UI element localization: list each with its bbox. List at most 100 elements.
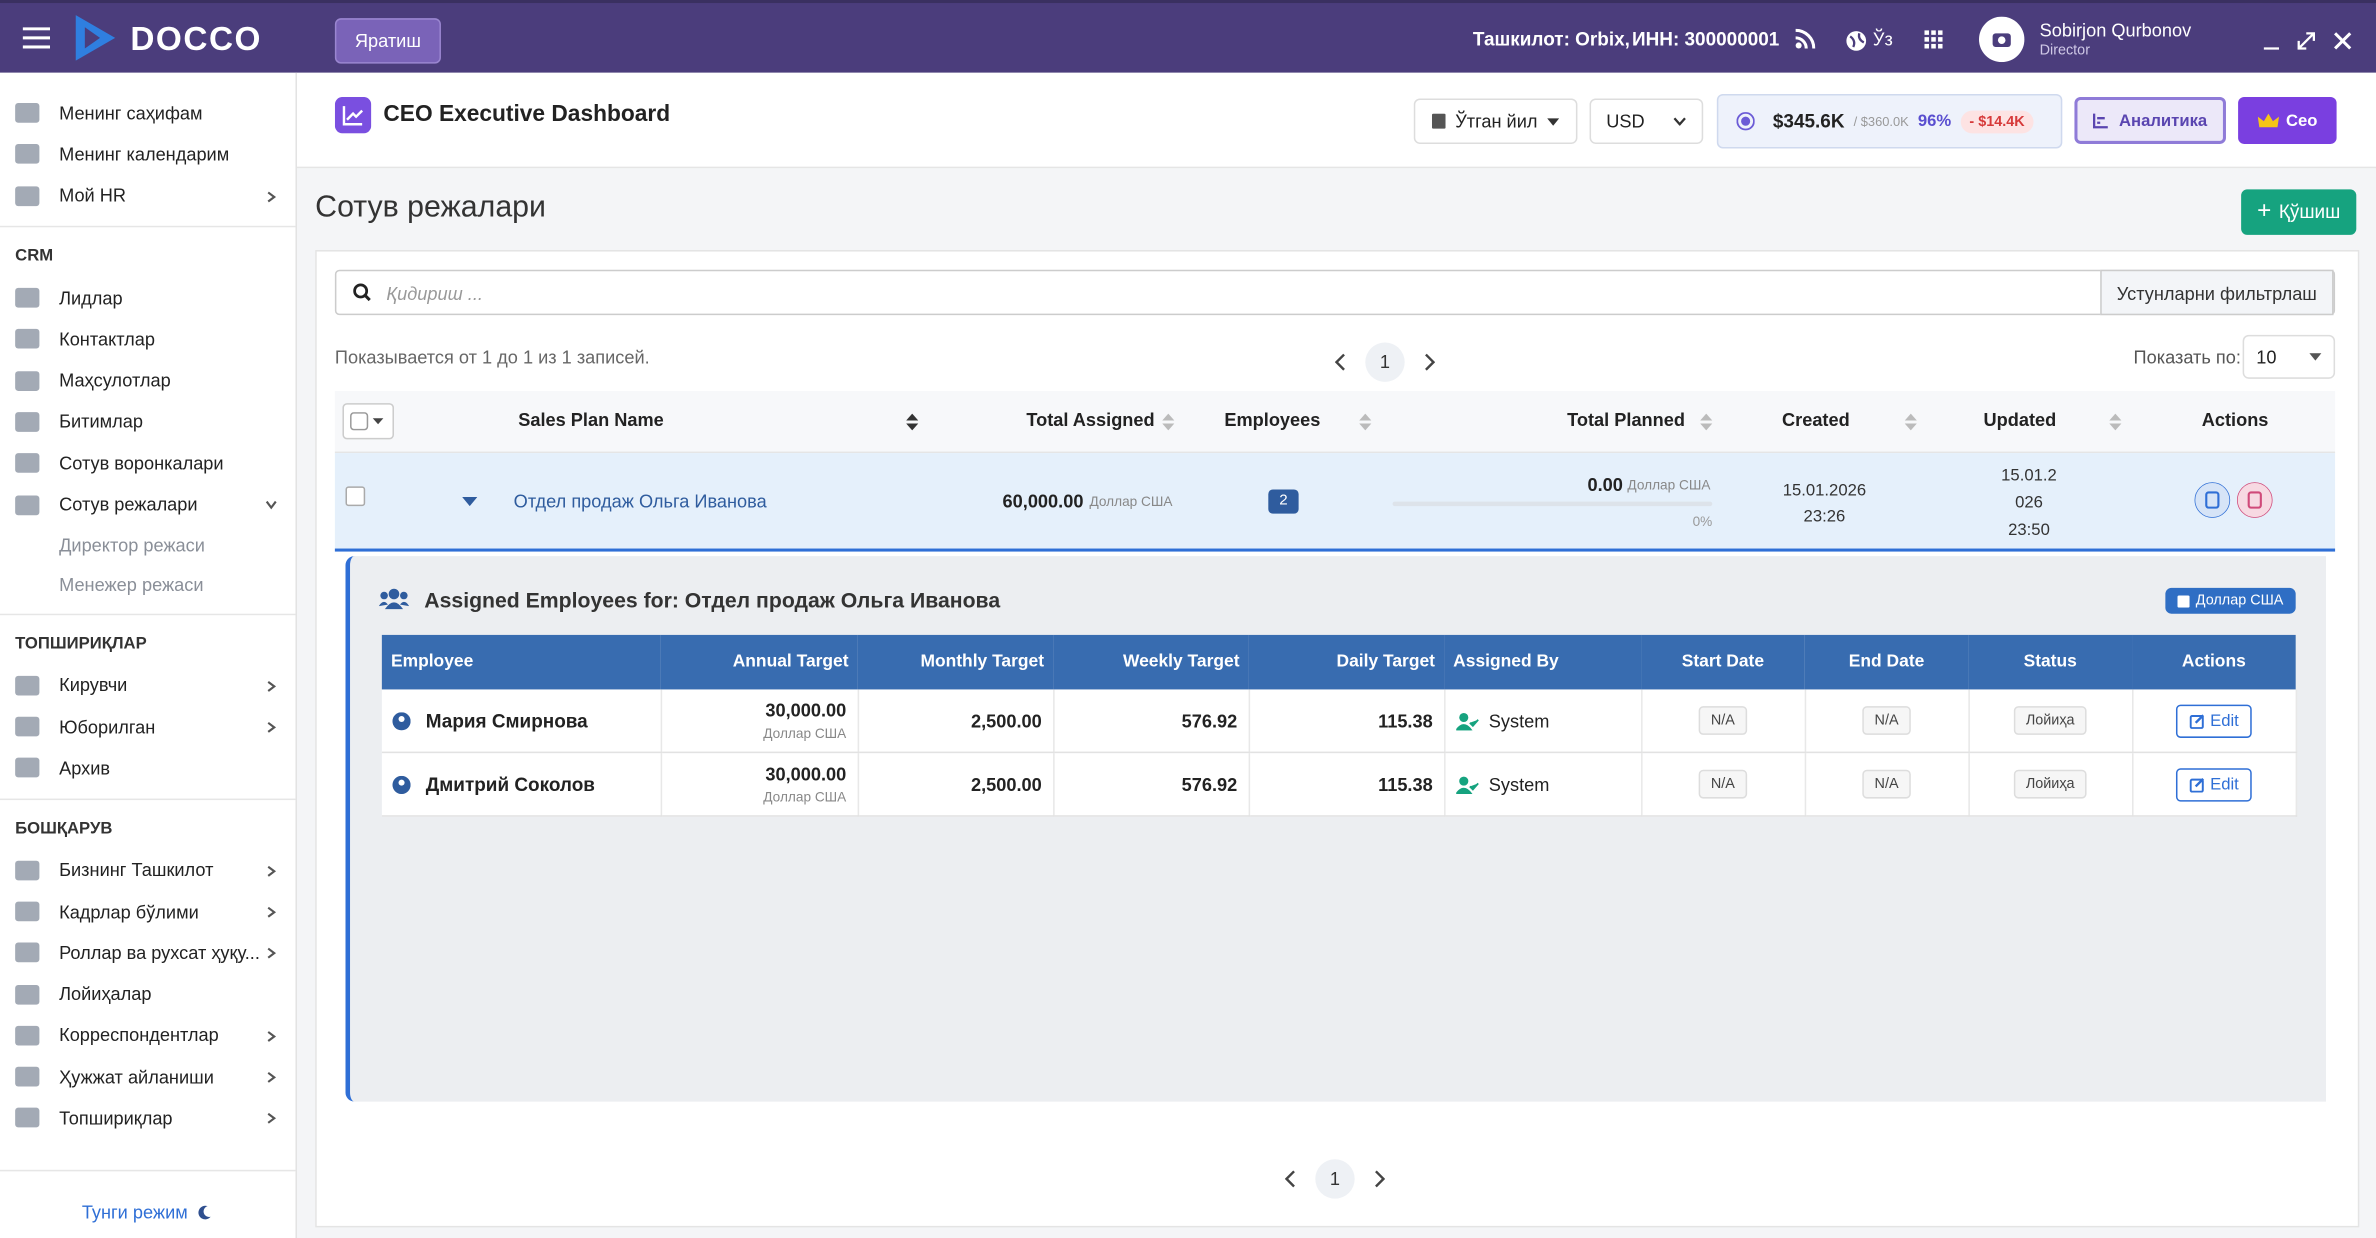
- sort-icon[interactable]: [1359, 413, 1372, 431]
- menu-item[interactable]: Контактлар: [0, 318, 295, 359]
- edit-button[interactable]: [2194, 482, 2231, 518]
- end-date: N/A: [1862, 706, 1911, 735]
- planned-currency: Доллар США: [1627, 477, 1711, 493]
- menu-item[interactable]: Кирувчи: [0, 665, 295, 706]
- updated-date: 15.01.2026 23:50: [2001, 466, 2057, 540]
- search-input[interactable]: Қидириш ...: [386, 283, 483, 305]
- plan-row[interactable]: [334, 453, 2336, 552]
- chevron-path: [267, 190, 277, 202]
- page-size-select[interactable]: 10: [2242, 334, 2336, 379]
- sort-up: [1162, 413, 1175, 421]
- menu-label: Контактлар: [59, 328, 156, 350]
- chevron-right: [267, 1113, 277, 1125]
- plan-name[interactable]: Отдел продаж Ольга Иванова: [513, 490, 767, 513]
- menu-item[interactable]: Кадрлар бўлими: [0, 891, 295, 932]
- assigned-by-cell: System: [1444, 689, 1642, 754]
- end-date-cell: N/A: [1804, 689, 1970, 754]
- menu-item[interactable]: Менинг календарим: [0, 134, 295, 175]
- records-info: Показывается от 1 до 1 из 1 записей.: [334, 347, 650, 369]
- next-page-bottom[interactable]: [1373, 1170, 1385, 1188]
- menu-icon: [15, 412, 40, 432]
- user-icon: [392, 711, 411, 730]
- checkbox-caret: [350, 412, 384, 431]
- menu-label: Ҳужжат айланиши: [59, 1066, 214, 1088]
- currency-select[interactable]: USD: [1589, 98, 1704, 144]
- chevron-right: [267, 1072, 277, 1083]
- menu-item[interactable]: Архив: [0, 747, 295, 788]
- assigned-icon-head: [1458, 712, 1468, 722]
- language[interactable]: Ўз: [1872, 28, 1893, 51]
- menu-label: Юборилган: [59, 716, 156, 738]
- user-role: Director: [2039, 42, 2091, 60]
- sort-up: [2109, 413, 2122, 421]
- period-select[interactable]: Ўтган йил: [1413, 98, 1578, 144]
- sort-icon[interactable]: [1904, 413, 1917, 431]
- sort-icon[interactable]: [906, 413, 919, 431]
- menu-label: Сотув режалари: [59, 494, 198, 516]
- menu-icon[interactable]: [22, 27, 51, 49]
- assigned-icon-body: [1453, 782, 1479, 795]
- column-header[interactable]: Updated: [1983, 409, 2057, 431]
- menu-label: Лойиҳалар: [59, 983, 152, 1005]
- submenu-item[interactable]: Директор режаси: [59, 534, 205, 556]
- globe-icon[interactable]: [1846, 30, 1867, 51]
- menu-item[interactable]: Сотув режалари: [0, 484, 295, 525]
- column-header[interactable]: Employees: [1224, 409, 1321, 431]
- role-button[interactable]: Ceo: [2238, 96, 2337, 144]
- menu-item[interactable]: Лидлар: [0, 277, 295, 318]
- next-page[interactable]: [1423, 353, 1435, 371]
- delete-button[interactable]: [2236, 482, 2273, 518]
- select-all[interactable]: [342, 403, 394, 440]
- menu-item[interactable]: Топшириқлар: [0, 1098, 295, 1139]
- employee-cell: Мария Смирнова: [381, 689, 662, 754]
- current-page[interactable]: 1: [1365, 342, 1405, 382]
- menu-item[interactable]: Роллар ва рухсат ҳуқу...: [0, 932, 295, 973]
- employees-column-header: Actions: [2132, 634, 2296, 690]
- expand-caret[interactable]: [462, 497, 478, 507]
- kpi-widget[interactable]: $345.6K / $360.0K 96% - $14.4K: [1716, 93, 2063, 149]
- prev-page[interactable]: [1334, 353, 1347, 371]
- column-header[interactable]: Created: [1781, 409, 1850, 431]
- sort-icon[interactable]: [1162, 413, 1175, 431]
- row-checkbox[interactable]: [345, 486, 366, 507]
- menu-item[interactable]: Юборилган: [0, 706, 295, 747]
- prev-page-bottom[interactable]: [1284, 1170, 1297, 1188]
- menu-item[interactable]: Мой HR: [0, 175, 295, 216]
- analytics-button[interactable]: Аналитика: [2074, 96, 2226, 144]
- edit-icon-pen: [2194, 713, 2204, 723]
- column-header[interactable]: Total Planned: [1567, 409, 1686, 431]
- column-header[interactable]: Actions: [2201, 409, 2269, 431]
- menu-item[interactable]: Лойиҳалар: [0, 974, 295, 1015]
- chevron-path: [267, 947, 277, 959]
- night-mode-toggle[interactable]: Тунги режим: [82, 1202, 212, 1223]
- menu-item[interactable]: Сотув воронкалари: [0, 443, 295, 484]
- menu-item[interactable]: Корреспондентлар: [0, 1015, 295, 1056]
- end-date-cell: N/A: [1804, 752, 1970, 817]
- sort-icon[interactable]: [2109, 413, 2122, 431]
- sort-icon[interactable]: [1700, 413, 1713, 431]
- avatar[interactable]: [1978, 16, 2025, 63]
- menu-item[interactable]: Бизнинг Ташкилот: [0, 849, 295, 890]
- menu-item[interactable]: Маҳсулотлар: [0, 360, 295, 401]
- money-icon: [2177, 594, 2190, 607]
- employees-column-header: End Date: [1804, 634, 1969, 690]
- column-header[interactable]: Sales Plan Name: [518, 409, 664, 431]
- rss-icon[interactable]: [1794, 28, 1816, 50]
- monthly-target: 2,500.00: [857, 689, 1054, 754]
- current-page-bottom[interactable]: 1: [1315, 1159, 1355, 1199]
- filter-columns-button[interactable]: Устунларни фильтрлаш: [2100, 269, 2334, 316]
- column-header[interactable]: Total Assigned: [1026, 409, 1155, 431]
- create-button[interactable]: Яратиш: [334, 18, 441, 64]
- submenu-item[interactable]: Менежер режаси: [59, 573, 204, 596]
- menu-item[interactable]: Ҳужжат айланиши: [0, 1056, 295, 1097]
- assigned-icon-body: [1453, 718, 1479, 731]
- window-controls[interactable]: [2262, 30, 2353, 51]
- edit-label: Edit: [2210, 711, 2239, 730]
- annual-currency: Доллар США: [763, 789, 847, 805]
- employee-edit-button[interactable]: Edit: [2175, 767, 2253, 801]
- menu-item[interactable]: Менинг саҳифам: [0, 92, 295, 133]
- add-button[interactable]: + Қўшиш: [2241, 189, 2357, 235]
- menu-item[interactable]: Битимлар: [0, 401, 295, 442]
- apps-icon[interactable]: [1924, 30, 1943, 49]
- employee-edit-button[interactable]: Edit: [2175, 703, 2253, 738]
